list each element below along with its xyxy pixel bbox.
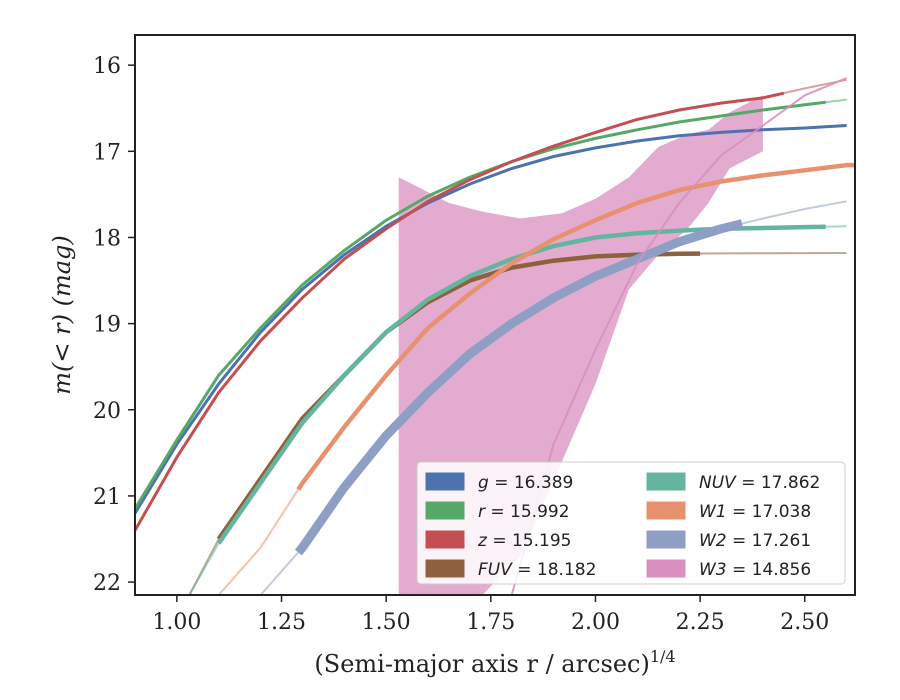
plot-frame — [134, 34, 856, 596]
legend-frame — [416, 461, 846, 585]
legend-swatch-w2 — [646, 530, 686, 549]
series-w3-model-line — [510, 77, 847, 595]
legend-label-fuv: FUV = 18.182 — [478, 560, 596, 580]
y-tick-label-20: 20 — [93, 399, 121, 424]
series-w1-observed-line — [296, 162, 855, 491]
x-tick-label-2-25: 2.25 — [676, 610, 725, 635]
legend-swatch-g — [425, 472, 465, 491]
y-tick-label-17: 17 — [93, 140, 121, 165]
series-g-observed-line — [135, 124, 847, 514]
legend-swatch-z — [425, 530, 465, 549]
y-tick-label-19: 19 — [93, 313, 121, 338]
series-w2-observed-line — [294, 219, 744, 556]
x-tick-label-1-75: 1.75 — [466, 610, 515, 635]
legend-swatch-fuv — [425, 559, 465, 578]
x-tick-label-1-50: 1.50 — [362, 610, 411, 635]
y-axis: 16 17 18 19 20 21 22 — [93, 54, 135, 596]
y-tick-label-22: 22 — [93, 571, 121, 596]
legend-label-w3: W3 = 14.856 — [699, 560, 811, 580]
legend-label-nuv: NUV = 17.862 — [699, 473, 820, 493]
legend-swatch-nuv — [646, 472, 686, 491]
legend: g = 16.389 r = 15.992 z = 15.195 FUV = 18.1… — [416, 461, 846, 585]
x-tick-label-1-00: 1.00 — [152, 610, 201, 635]
legend-items: g = 16.389 r = 15.992 z = 15.195 FUV = 18.1… — [425, 472, 820, 580]
legend-label-w2: W2 = 17.261 — [699, 531, 811, 551]
line-layer — [135, 77, 855, 595]
x-tick-label-2-00: 2.00 — [571, 610, 620, 635]
x-axis: 1.00 1.25 1.50 1.75 2.00 2.25 2.50 — [152, 595, 829, 635]
legend-swatch-w3 — [646, 559, 686, 578]
x-tick-label-1-25: 1.25 — [257, 610, 306, 635]
legend-label-w1: W1 = 17.038 — [699, 502, 811, 522]
y-tick-label-16: 16 — [93, 54, 121, 79]
legend-label-z: z = 15.195 — [477, 531, 571, 551]
y-tick-label-21: 21 — [93, 485, 121, 510]
legend-label-g: g = 16.389 — [478, 473, 573, 493]
legend-swatch-w1 — [646, 501, 686, 520]
y-axis-title: m(< r) (mag) — [48, 235, 76, 394]
legend-label-r: r = 15.992 — [478, 502, 570, 522]
legend-swatch-r — [425, 501, 465, 520]
x-axis-title-main: (Semi-major axis r / arcsec) — [314, 650, 649, 678]
series-z-observed-line — [135, 91, 785, 532]
y-tick-label-18: 18 — [93, 226, 121, 251]
x-tick-label-2-50: 2.50 — [780, 610, 829, 635]
x-axis-title: (Semi-major axis r / arcsec)1/4 — [314, 647, 675, 678]
x-axis-title-superscript: 1/4 — [650, 647, 676, 666]
